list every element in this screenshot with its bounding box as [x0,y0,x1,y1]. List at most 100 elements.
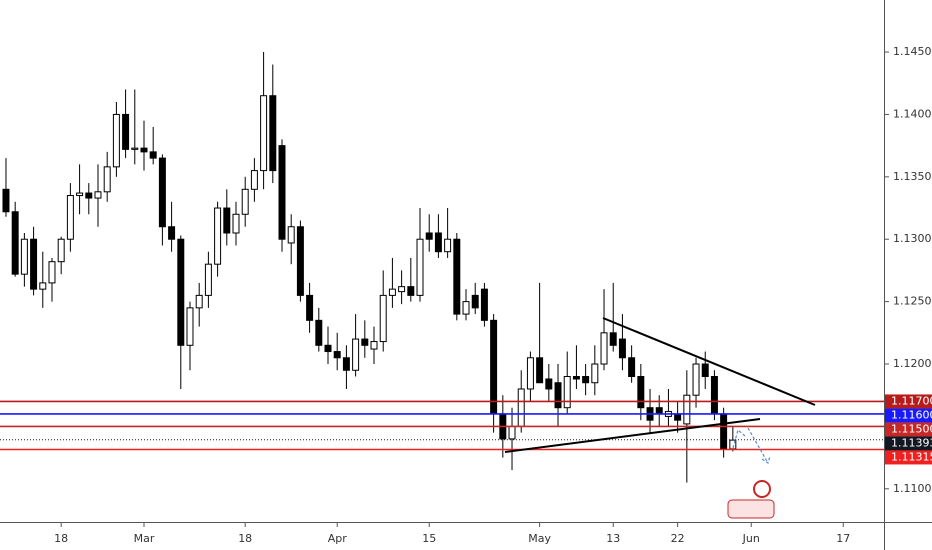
level-label: 1.11500 [891,422,932,435]
candle-body [66,195,74,240]
x-tick-label: Apr [328,532,348,545]
candle-body [2,188,10,213]
candle-body [122,113,130,150]
x-tick-label: Mar [134,532,155,545]
y-tick-label: 1.12000 [893,357,932,370]
candle-body [131,147,139,150]
x-tick-label: 15 [422,532,436,545]
candle-body [701,363,709,377]
candle-body [674,413,682,421]
candle-body [352,338,360,371]
arrow-up [732,428,746,449]
candle-body [140,147,148,153]
y-tick-label: 1.11000 [893,482,932,495]
candle-body [683,394,691,425]
candle-body [324,344,332,353]
candle-body [536,357,544,384]
candle-body [692,363,700,396]
level-label: 1.11393 [891,436,932,449]
arrow-down [747,427,771,464]
candle-body [177,238,185,346]
candle-body [490,319,498,415]
y-tick-label: 1.12500 [893,295,932,308]
candle-body [434,232,442,253]
candle-body [241,188,249,215]
candle-body [232,213,240,234]
y-tick-label: 1.14000 [893,107,932,120]
candle-body [628,357,636,377]
candle-body [480,288,488,321]
candle-body [149,151,157,159]
candle-body [11,211,19,275]
candle-body [195,294,203,309]
candle-body [600,332,608,365]
candle-body [526,357,534,390]
candle-body [462,301,470,315]
candle-body [379,294,387,343]
candle-body [76,192,84,197]
candle-body [260,95,268,172]
candle-body [20,238,28,275]
candle-body [361,338,369,346]
candle-body [407,286,415,296]
level-label-box [885,394,932,409]
x-tick-label: May [528,532,551,545]
candle-body [563,375,571,409]
x-tick-label: 18 [238,532,252,545]
candle-body [720,413,728,450]
trendline-up [504,418,761,453]
candle-body [517,388,525,427]
candle-body [30,238,38,290]
candle-body [48,261,56,284]
candle-body [333,351,341,359]
candle-body [250,170,258,190]
candle-body [94,191,102,199]
logo-base [727,499,775,519]
candle-body [471,294,479,309]
candle-body [637,375,645,409]
candle-body [278,145,286,240]
level-label: 1.11700 [891,394,932,407]
candle-body [158,157,166,228]
candle-body [618,338,626,359]
plot-area [0,52,884,483]
candle-body [287,226,295,244]
level-label: 1.11600 [891,408,932,421]
candle-body [572,375,580,380]
y-tick-label: 1.13500 [893,170,932,183]
candle-body [214,207,222,265]
logo [753,480,771,498]
x-tick-label: 22 [671,532,685,545]
x-tick-label: 17 [836,532,850,545]
level-label-box [885,408,932,423]
x-tick-label: Jun [742,532,760,545]
candle-body [306,294,314,321]
candle-body [370,341,378,350]
level-label-box [885,422,932,437]
candle-body [545,378,553,390]
candle-body [554,382,562,409]
candle-body [582,375,590,384]
candle-body [416,238,424,296]
candle-body [655,407,663,415]
candle-body [269,95,277,172]
candle-body [710,375,718,415]
candle-body [609,332,617,346]
trendline-down [602,317,816,406]
candle-body [204,263,212,296]
candle-body [296,226,304,296]
candle-body [508,425,516,440]
candle-body [315,319,323,346]
candle-body [112,113,120,168]
candle-body [85,192,93,199]
level-label: 1.11315 [891,450,932,463]
candle-body [342,357,350,371]
candle-body [398,286,406,293]
level-label-box [885,436,932,451]
candle-body [425,232,433,240]
candle-body [186,307,194,346]
candle-body [103,166,111,193]
y-tick-label: 1.13000 [893,232,932,245]
